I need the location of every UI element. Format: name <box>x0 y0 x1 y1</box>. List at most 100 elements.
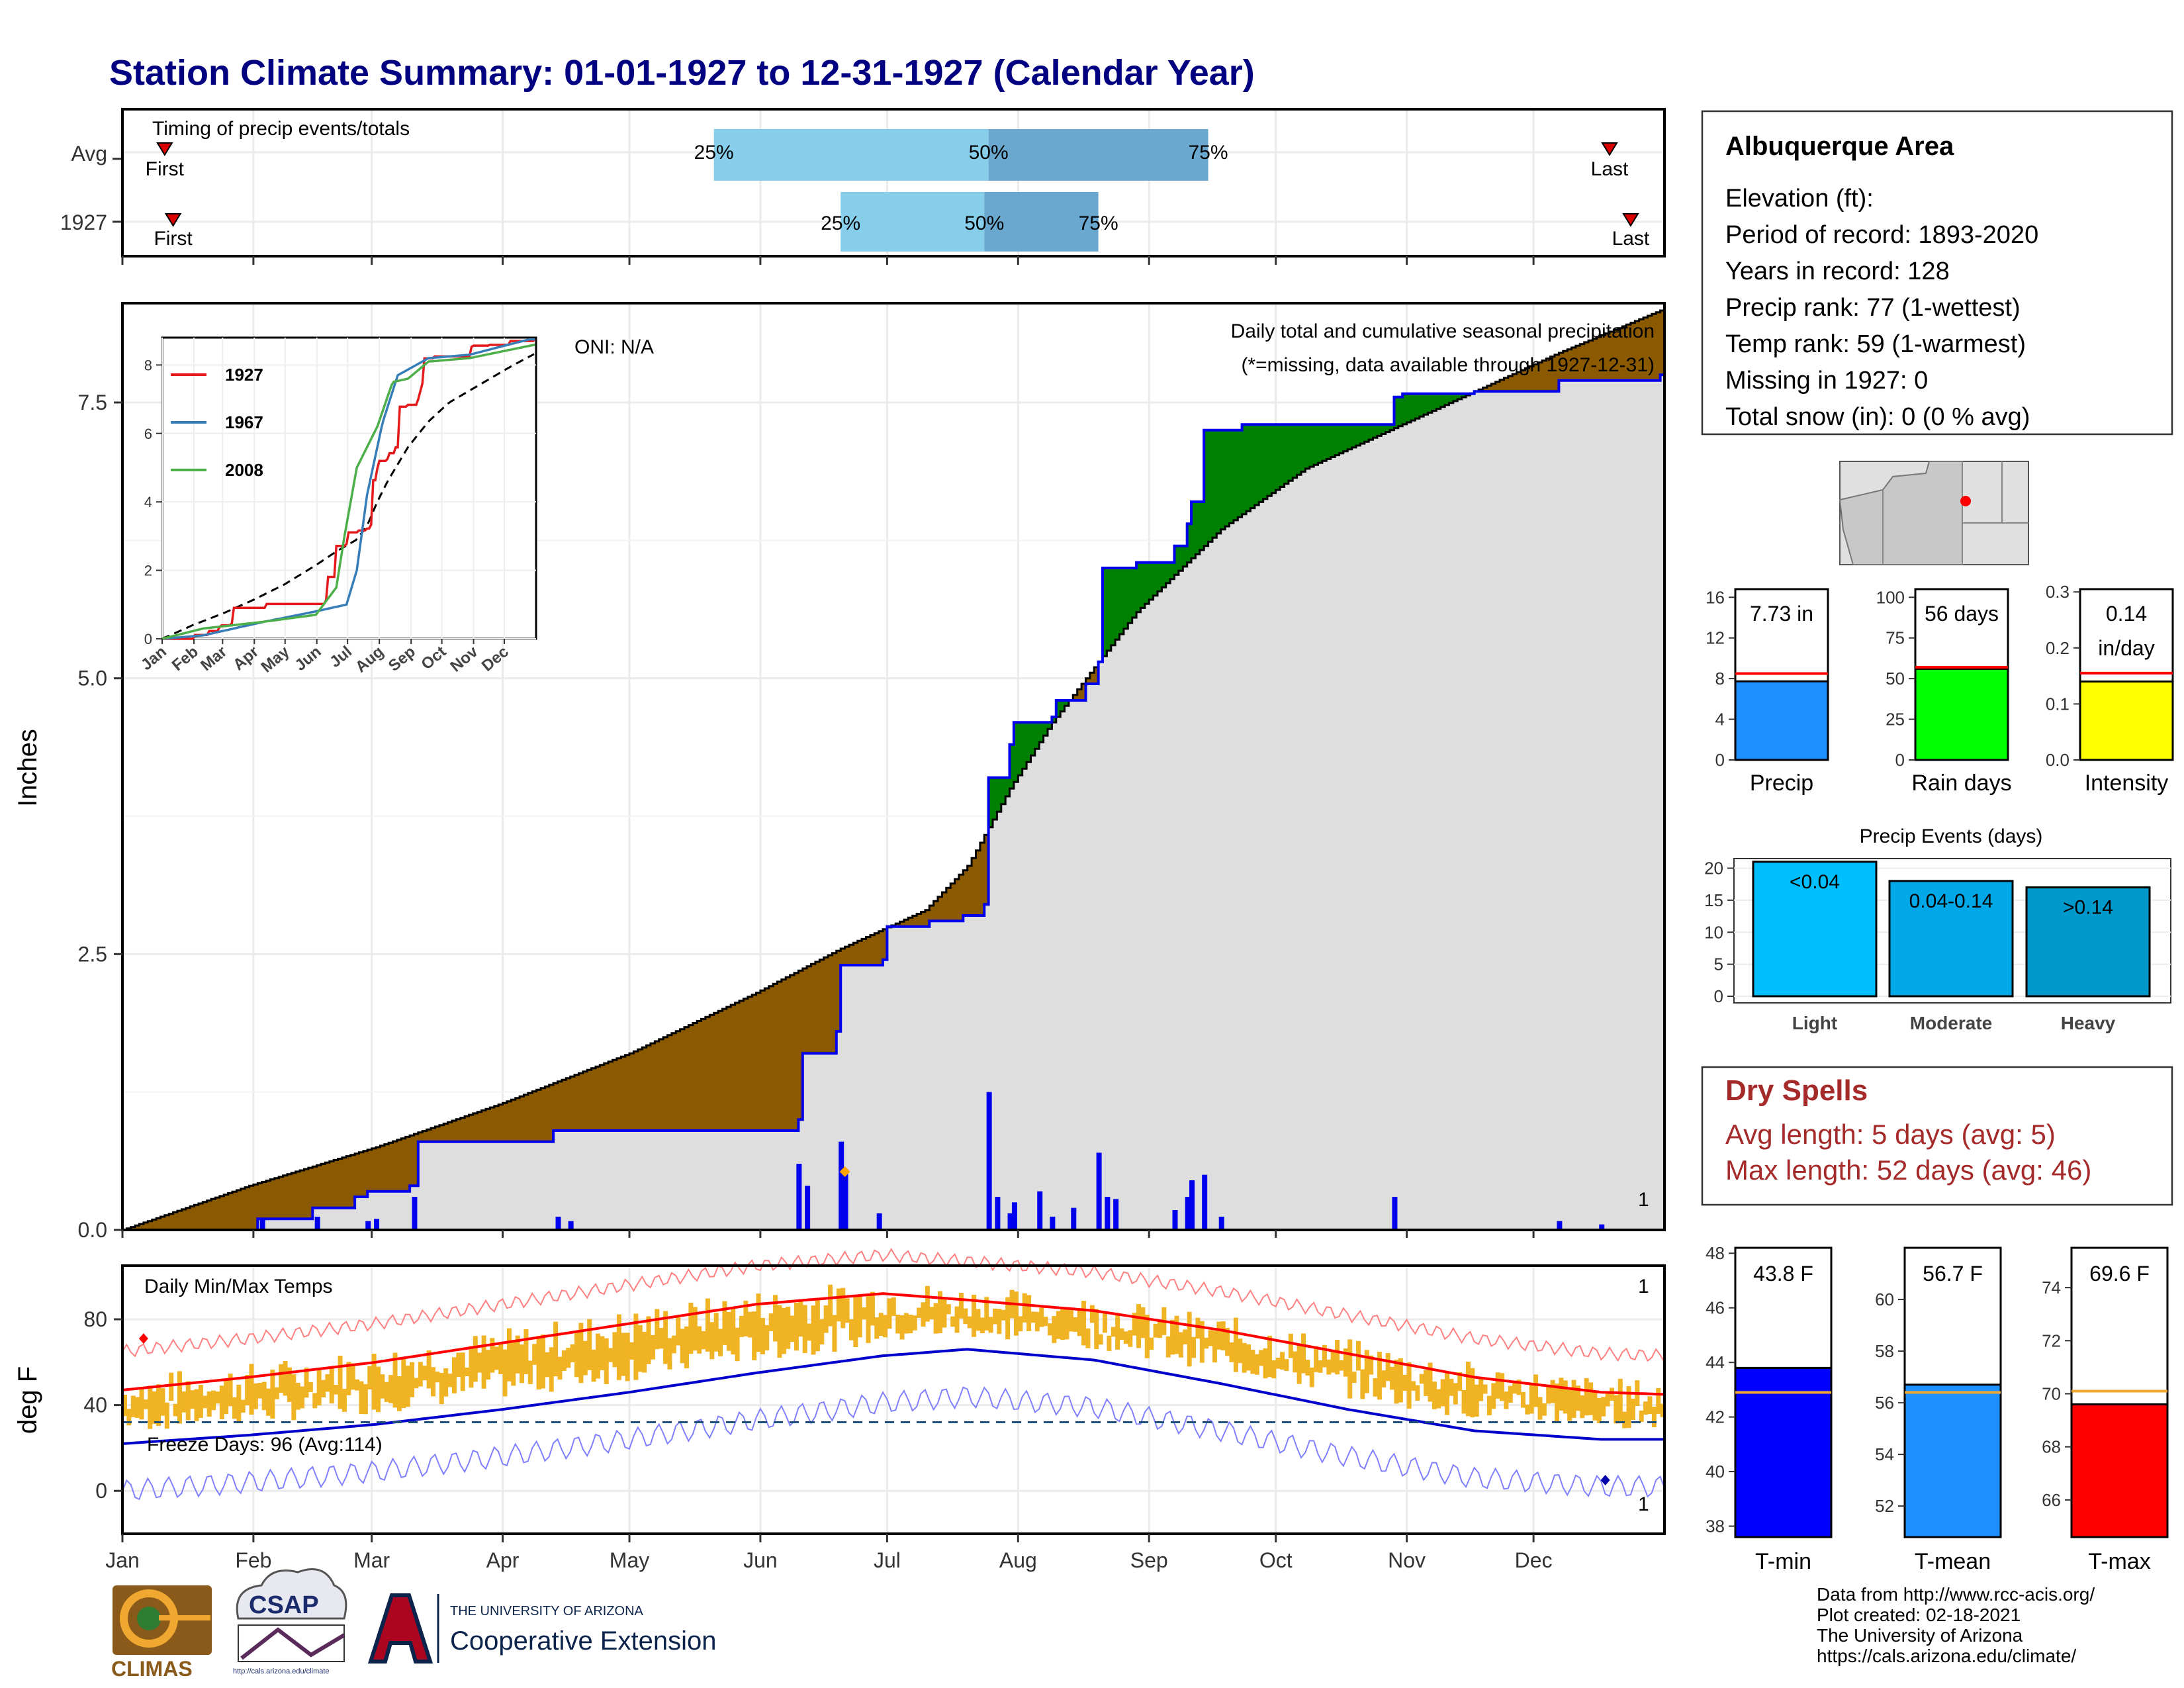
daily-temp-bar <box>553 1321 559 1377</box>
temp-bar-tick-label: 40 <box>1706 1462 1725 1481</box>
inset-ytick-label: 8 <box>144 357 152 373</box>
daily-temp-bar <box>1293 1351 1298 1373</box>
precip-missing-note: (*=missing, data available through 1927-… <box>1241 354 1655 376</box>
daily-temp-bar <box>1546 1384 1551 1404</box>
daily-temp-bar <box>735 1327 740 1362</box>
daily-temp-bar <box>1238 1338 1243 1364</box>
daily-temp-bar <box>1064 1307 1069 1340</box>
mini-bar-tick-label: 100 <box>1876 587 1905 607</box>
temp-bar-tick-label: 38 <box>1706 1517 1725 1536</box>
daily-temp-bar <box>760 1317 765 1354</box>
dry-spells-max-line: Max length: 52 days (avg: 46) <box>1725 1154 2091 1186</box>
month-label: Nov <box>1388 1548 1426 1572</box>
daily-temp-bar <box>925 1286 930 1322</box>
daily-temp-bar <box>574 1332 580 1378</box>
daily-temp-bar <box>1284 1359 1289 1372</box>
mini-bar-value-label: in/day <box>2098 636 2154 660</box>
daily-precip-bar <box>374 1219 380 1230</box>
timing-bar-lower <box>841 192 985 252</box>
daily-precip-bar <box>555 1217 561 1230</box>
daily-temp-bar <box>181 1391 187 1413</box>
daily-temp-bar <box>1335 1340 1340 1375</box>
daily-temp-bar <box>1351 1372 1357 1383</box>
precip-corner-label: 1 <box>1638 1189 1649 1211</box>
daily-temp-bar <box>811 1305 816 1355</box>
daily-temp-bar <box>1030 1311 1036 1323</box>
daily-temp-bar <box>929 1307 934 1319</box>
daily-temp-bar <box>380 1374 385 1399</box>
daily-temp-bar <box>667 1338 672 1370</box>
csap-logo: CSAP http://cals.arizona.edu/climate <box>233 1568 347 1675</box>
daily-temp-bar <box>1596 1398 1602 1423</box>
daily-temp-bar <box>1486 1395 1492 1416</box>
daily-temp-bar <box>1178 1332 1183 1358</box>
daily-temp-bar <box>527 1360 533 1384</box>
inset-average-line <box>161 353 535 640</box>
daily-temp-bar <box>1364 1350 1369 1393</box>
mini-bar-tick-label: 0 <box>1715 750 1725 770</box>
mini-bar-tick-label: 0.2 <box>2046 638 2070 658</box>
daily-temp-bar <box>388 1375 394 1403</box>
daily-temp-bar <box>1039 1307 1044 1327</box>
daily-temp-bar <box>1233 1317 1238 1372</box>
daily-temp-bar <box>215 1391 220 1404</box>
climas-logo: CLIMAS <box>111 1585 212 1681</box>
daily-temp-bar <box>376 1366 381 1413</box>
daily-temp-bar <box>283 1361 288 1396</box>
daily-temp-bar <box>355 1379 360 1391</box>
timing-first-marker <box>164 213 182 227</box>
freeze-days-label: Freeze Days: 96 (Avg:114) <box>147 1434 383 1456</box>
station-info-line: Total snow (in): 0 (0 % avg) <box>1725 403 2030 431</box>
temp-bar-name: T-max <box>2088 1549 2150 1574</box>
daily-temp-bar <box>363 1383 368 1415</box>
daily-temp-bar <box>1643 1401 1649 1415</box>
daily-temp-bar <box>1073 1317 1078 1332</box>
inset-ytick-label: 6 <box>144 426 152 442</box>
daily-temp-bar <box>304 1368 309 1398</box>
daily-temp-bar <box>295 1382 300 1410</box>
mini-bar-value <box>1914 667 2009 761</box>
daily-temp-bar <box>206 1391 212 1417</box>
daily-temp-bar <box>338 1355 343 1409</box>
temp-bar-value <box>2070 1403 2169 1538</box>
daily-precip-bar <box>1392 1197 1398 1230</box>
month-label: Oct <box>1259 1548 1293 1572</box>
daily-temp-bar <box>1330 1352 1336 1373</box>
daily-temp-bar <box>506 1328 512 1382</box>
daily-temp-bar <box>1068 1310 1073 1332</box>
daily-precip-bar <box>1011 1202 1017 1230</box>
mini-bar-tick-label: 0.0 <box>2046 750 2070 770</box>
daily-temp-bar <box>1056 1311 1061 1339</box>
daily-temp-bar <box>266 1388 271 1416</box>
precip-panel-title: Daily total and cumulative seasonal prec… <box>1231 320 1655 342</box>
daily-temp-bar <box>1280 1352 1285 1370</box>
month-label: Jan <box>105 1548 140 1572</box>
daily-temp-bar <box>1060 1308 1066 1340</box>
station-info-line: Years in record: 128 <box>1725 258 1950 285</box>
daily-precip-bar <box>839 1141 844 1230</box>
daily-temp-bar <box>979 1317 985 1334</box>
daily-temp-bar <box>841 1288 846 1329</box>
station-info-line: Elevation (ft): <box>1725 185 1874 212</box>
daily-temp-bar <box>621 1333 626 1376</box>
daily-temp-bar <box>240 1399 246 1413</box>
daily-temp-bar <box>697 1326 702 1354</box>
daily-temp-bar <box>1136 1304 1142 1348</box>
daily-temp-bar <box>498 1342 504 1375</box>
daily-temp-bar <box>249 1364 254 1415</box>
daily-temp-bar <box>1559 1378 1564 1411</box>
daily-temp-bar <box>637 1325 643 1372</box>
daily-temp-bar <box>899 1315 905 1340</box>
month-label: Aug <box>999 1548 1037 1572</box>
temp-bar-value-label: 56.7 F <box>1923 1262 1983 1286</box>
daily-temp-bar <box>1216 1321 1222 1350</box>
mini-bar-name: Rain days <box>1911 771 2011 796</box>
daily-temp-bar <box>350 1363 355 1390</box>
daily-temp-bar <box>1199 1321 1205 1363</box>
temp-panel-title: Daily Min/Max Temps <box>144 1276 333 1297</box>
daily-temp-bar <box>1297 1343 1302 1384</box>
summary-bar-charts: 7.73 in 0 4 8 12 16 Precip 56 days 0 25 50 75 100 Rai… <box>1706 582 2174 796</box>
daily-temp-bar <box>1132 1313 1137 1336</box>
daily-temp-bar <box>1601 1397 1606 1417</box>
daily-temp-bar <box>1482 1384 1488 1394</box>
